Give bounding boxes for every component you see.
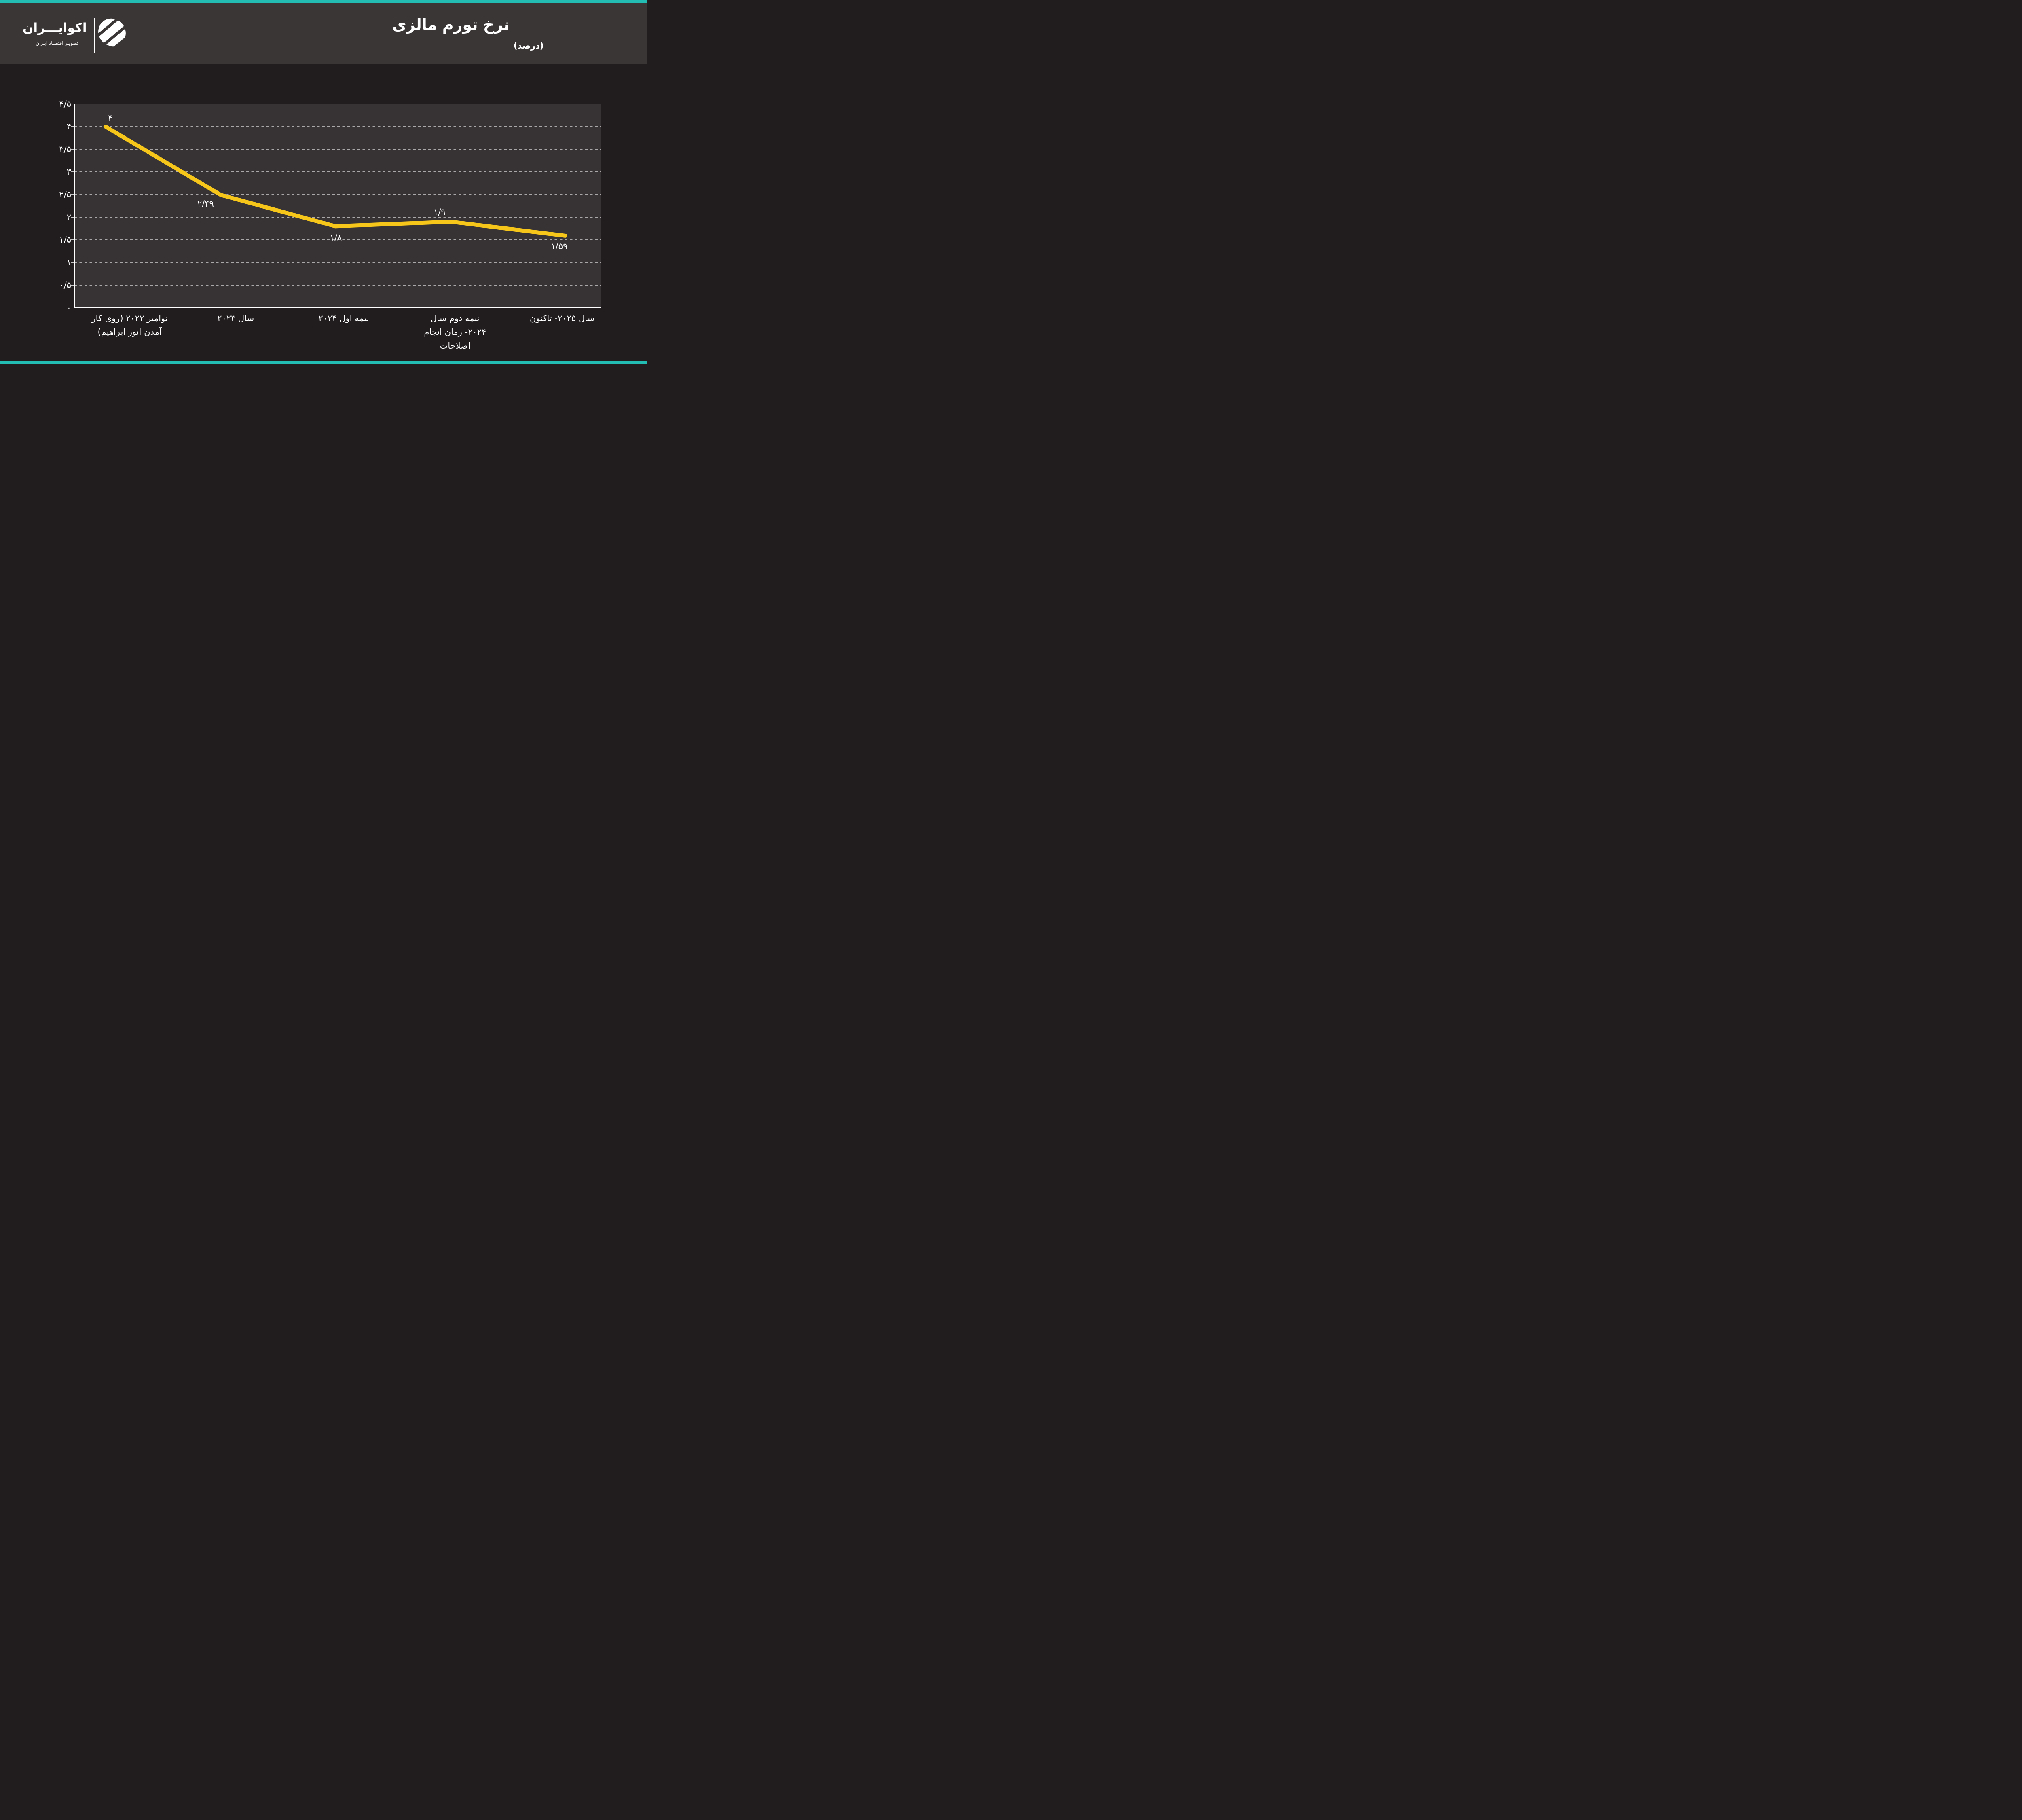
- x-category-label-line: آمدن انور ابراهیم): [97, 327, 162, 337]
- x-category-label-line: اصلاحات: [440, 341, 470, 351]
- y-tick-label: ۲: [66, 212, 71, 222]
- ecoiran-globe-icon: [98, 17, 126, 47]
- point-value-label: ۲/۴۹: [197, 199, 214, 209]
- top-accent-bar: [0, 0, 647, 3]
- infographic-page: { "header": { "title": "نرخ تورم مالزی",…: [0, 0, 647, 364]
- y-tick-label: ۱/۵: [59, 235, 71, 245]
- y-tick-label: ۰: [66, 303, 71, 313]
- inflation-line: [103, 125, 567, 238]
- ecoiran-logo: اکوایـــران تصویـر اقتصـاد ایـران: [16, 17, 129, 57]
- page-subtitle: (درصد): [514, 41, 544, 51]
- tick-layer: [71, 104, 74, 286]
- x-category-label: سال ۲۰۲۳: [217, 311, 254, 325]
- x-category-label-line: نوامبر ۲۰۲۲ (روی کار: [91, 313, 168, 323]
- axis-layer: [74, 104, 601, 308]
- y-tick-label: ۳: [66, 167, 71, 177]
- y-tick-label: ۰/۵: [59, 280, 71, 290]
- header: نرخ تورم مالزی (درصد) اکوایـــران تصویـر…: [0, 3, 647, 64]
- y-tick-label: ۱: [66, 258, 71, 267]
- x-category-label: نوامبر ۲۰۲۲ (روی کار آمدن انور ابراهیم): [91, 311, 167, 339]
- x-category-label: سال ۲۰۲۵- تاکنون: [530, 311, 594, 325]
- y-tick-label: ۴: [66, 122, 71, 131]
- x-category-label-line: ۲۰۲۴- زمان انجام: [424, 327, 486, 337]
- x-category-label: نیمه اول ۲۰۲۴: [318, 311, 369, 325]
- x-category-label-line: سال ۲۰۲۵- تاکنون: [529, 313, 595, 323]
- y-tick-label: ۲/۵: [59, 190, 71, 199]
- bottom-accent-bar: [0, 361, 647, 364]
- x-category-label-line: نیمه دوم سال: [430, 313, 480, 323]
- x-category-label: نیمه دوم سال ۲۰۲۴- زمان انجام اصلاحات: [424, 311, 486, 353]
- logo-tagline: تصویـر اقتصـاد ایـران: [36, 40, 78, 46]
- point-value-label: ۴: [108, 113, 113, 123]
- page-title: نرخ تورم مالزی: [392, 16, 510, 34]
- y-tick-label: ۳/۵: [59, 144, 71, 154]
- logo-divider: [94, 18, 95, 53]
- point-value-label: ۱/۹: [434, 207, 446, 217]
- point-value-label: ۱/۵۹: [551, 241, 568, 251]
- point-value-label: ۱/۸: [330, 233, 342, 243]
- grid-layer: [74, 104, 601, 286]
- y-tick-label: ۴/۵: [59, 99, 71, 109]
- plot-area: [71, 104, 601, 308]
- chart-svg: [71, 104, 601, 308]
- x-category-label-line: سال ۲۰۲۳: [217, 313, 254, 323]
- logo-wordmark: اکوایـــران: [23, 21, 87, 35]
- x-category-label-line: نیمه اول ۲۰۲۴: [318, 313, 369, 323]
